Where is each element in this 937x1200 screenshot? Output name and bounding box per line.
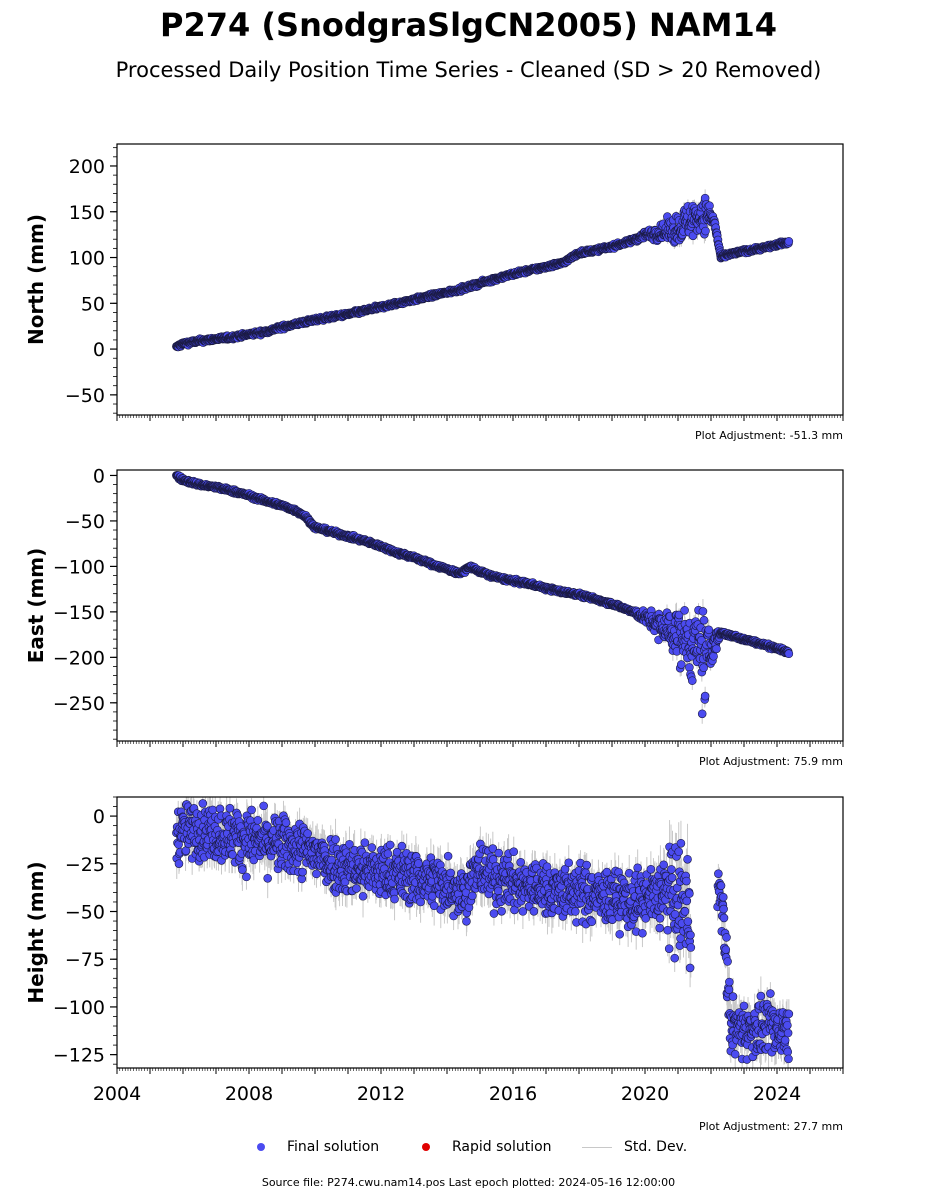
y-tick-label: 50 bbox=[81, 293, 105, 315]
error-bars bbox=[175, 473, 790, 724]
data-point bbox=[701, 226, 710, 236]
chart-title: P274 (SnodgraSlgCN2005) NAM14 bbox=[160, 6, 777, 44]
panel-1-data bbox=[172, 471, 794, 724]
y-tick-label: 150 bbox=[69, 202, 105, 224]
y-tick-label: 0 bbox=[93, 339, 105, 361]
y-axis-label: North (mm) bbox=[24, 214, 48, 345]
y-tick-label: 200 bbox=[69, 156, 105, 178]
plot-adjustment: Plot Adjustment: -51.3 mm bbox=[695, 429, 843, 442]
panel-0-data bbox=[172, 189, 794, 352]
points bbox=[172, 193, 794, 352]
y-tick-label: −50 bbox=[65, 385, 105, 407]
y-tick-label: 100 bbox=[69, 248, 105, 270]
chart-subtitle: Processed Daily Position Time Series - C… bbox=[115, 58, 822, 82]
panel-0: −50 0 50 100 150 200 North (mm) Plot Adjustment… bbox=[24, 143, 844, 442]
data-point bbox=[784, 237, 794, 246]
